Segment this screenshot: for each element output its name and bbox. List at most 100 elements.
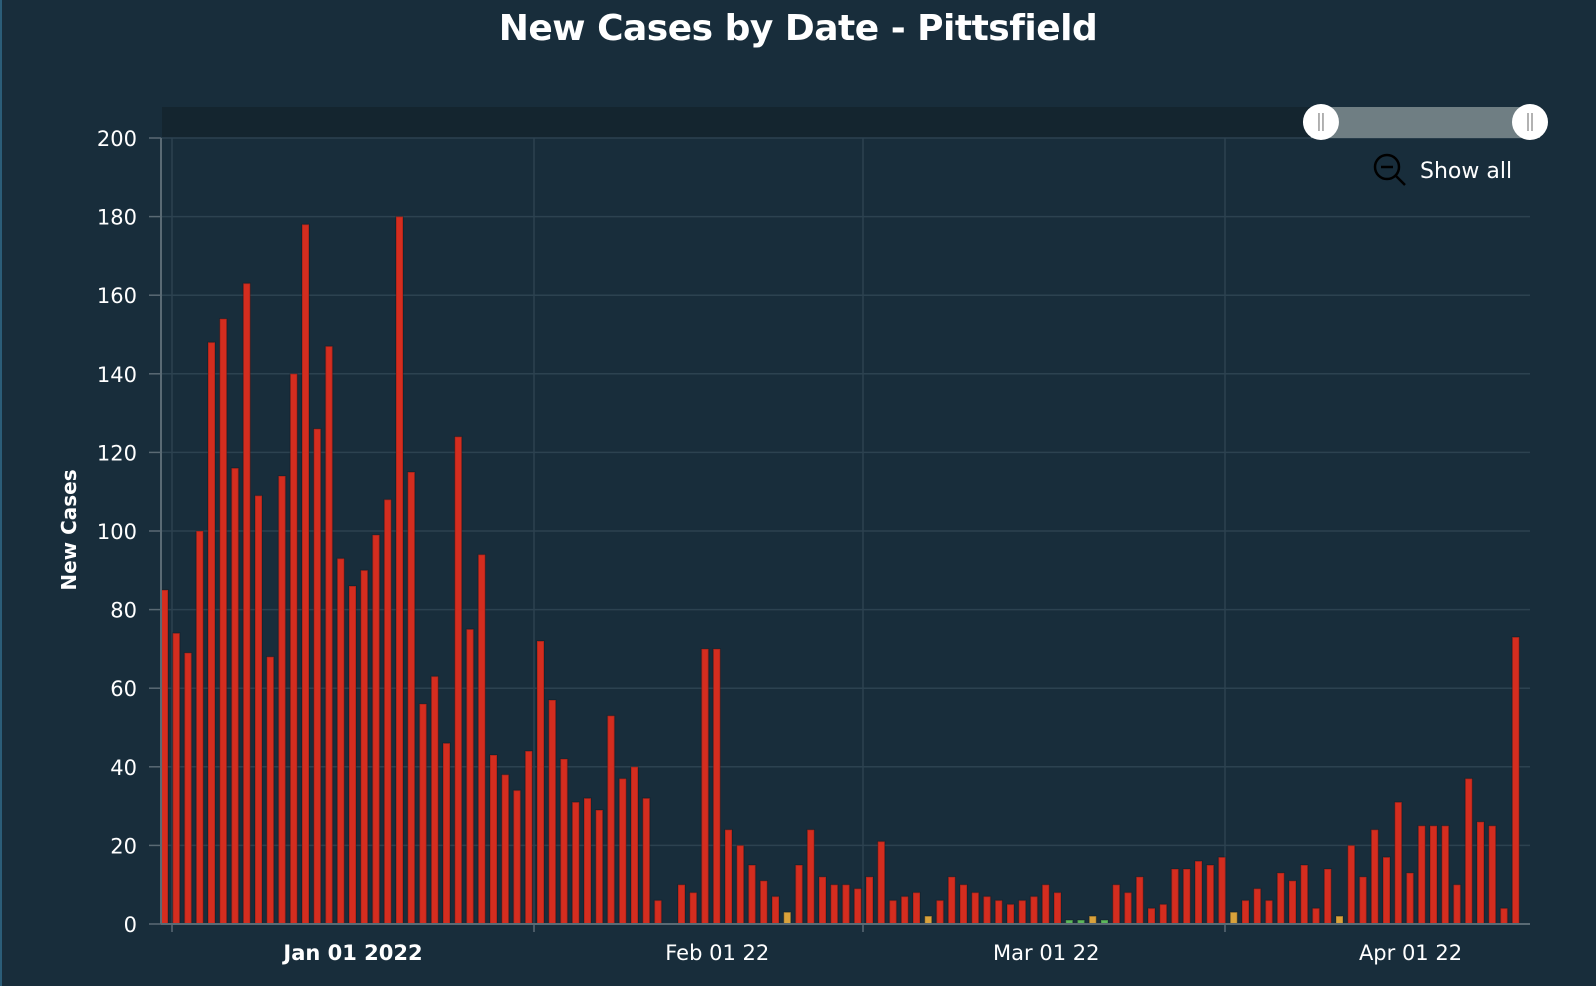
bar[interactable] [853,887,862,925]
navigator-right-handle[interactable] [1512,104,1548,140]
bar[interactable] [747,864,757,925]
bar[interactable] [172,632,181,925]
bar[interactable] [653,899,663,925]
bar[interactable] [360,569,369,925]
bar[interactable] [313,428,322,925]
bar[interactable] [1170,868,1180,925]
bar[interactable] [559,758,569,925]
bar[interactable] [1394,801,1403,925]
bar[interactable] [418,703,428,925]
bar[interactable] [395,215,404,925]
bar[interactable] [1253,887,1262,925]
bar[interactable] [994,899,1003,925]
bar[interactable] [195,530,204,925]
bar[interactable] [771,895,780,925]
bar[interactable] [1264,899,1274,925]
bar[interactable] [971,891,980,925]
navigator-band[interactable] [162,107,1530,138]
bar[interactable] [677,883,686,925]
bar[interactable] [160,589,169,925]
bar[interactable] [183,652,193,925]
bar[interactable] [783,911,792,925]
bar[interactable] [1358,876,1368,925]
bar[interactable] [1511,636,1520,925]
bar[interactable] [254,494,263,925]
bar[interactable] [324,345,334,925]
bar[interactable] [1499,907,1509,925]
bar[interactable] [1006,903,1015,925]
bar[interactable] [1182,868,1191,925]
bar[interactable] [501,773,510,925]
bar[interactable] [841,883,851,925]
navigator-selected-range[interactable] [1310,107,1540,138]
bar[interactable] [371,534,381,925]
bar[interactable] [689,891,698,925]
bar[interactable] [489,754,498,925]
bar[interactable] [924,915,933,925]
bar[interactable] [430,675,439,925]
bar[interactable] [571,801,580,925]
bar[interactable] [454,435,463,925]
bar[interactable] [583,797,592,925]
bar[interactable] [1347,844,1356,925]
bar[interactable] [818,876,827,925]
bar[interactable] [548,699,557,925]
bar[interactable] [1335,915,1344,925]
bar[interactable] [1452,883,1462,925]
bar[interactable] [794,864,804,925]
bar[interactable] [806,828,815,925]
bar[interactable] [947,876,956,925]
bar[interactable] [465,628,475,925]
bar[interactable] [1229,911,1238,925]
bar[interactable] [1441,825,1450,925]
bar[interactable] [336,557,345,925]
bar[interactable] [888,899,898,925]
bar[interactable] [1135,876,1144,925]
bar[interactable] [1464,777,1473,925]
bar[interactable] [595,809,604,925]
bar[interactable] [1041,883,1050,925]
bar[interactable] [724,828,733,925]
bar[interactable] [642,797,651,925]
bar[interactable] [524,750,533,925]
bar[interactable] [606,714,616,925]
bar[interactable] [477,553,486,925]
bar[interactable] [959,883,968,925]
bar[interactable] [266,656,275,925]
bar[interactable] [289,373,298,925]
bar[interactable] [301,223,310,925]
bar[interactable] [1053,891,1062,925]
bar[interactable] [1417,825,1426,925]
bar[interactable] [700,648,710,925]
bar[interactable] [512,789,522,925]
bar[interactable] [1311,907,1321,925]
bar[interactable] [348,585,357,925]
show-all-button[interactable]: Show all [1372,152,1512,190]
bar[interactable] [1488,825,1497,925]
bar[interactable] [877,840,886,925]
bar[interactable] [982,895,992,925]
bar[interactable] [830,883,839,925]
bar[interactable] [1288,880,1297,925]
bar[interactable] [1112,883,1121,925]
bar[interactable] [1323,868,1332,925]
bar[interactable] [1159,903,1168,925]
bar[interactable] [736,844,745,925]
bar[interactable] [1276,872,1285,925]
bar[interactable] [1194,860,1203,925]
bar[interactable] [1300,864,1309,925]
bar[interactable] [442,742,451,925]
bar[interactable] [712,648,721,925]
bar[interactable] [630,766,639,925]
bar[interactable] [536,640,545,925]
bar[interactable] [1382,856,1391,925]
bar[interactable] [1429,825,1438,925]
bar[interactable] [900,895,909,925]
bar[interactable] [935,899,945,925]
bar[interactable] [219,318,228,925]
bar[interactable] [383,498,392,925]
bar[interactable] [1370,828,1379,925]
bar[interactable] [1123,891,1133,925]
bar[interactable] [1217,856,1227,925]
navigator-left-handle[interactable] [1302,104,1339,140]
